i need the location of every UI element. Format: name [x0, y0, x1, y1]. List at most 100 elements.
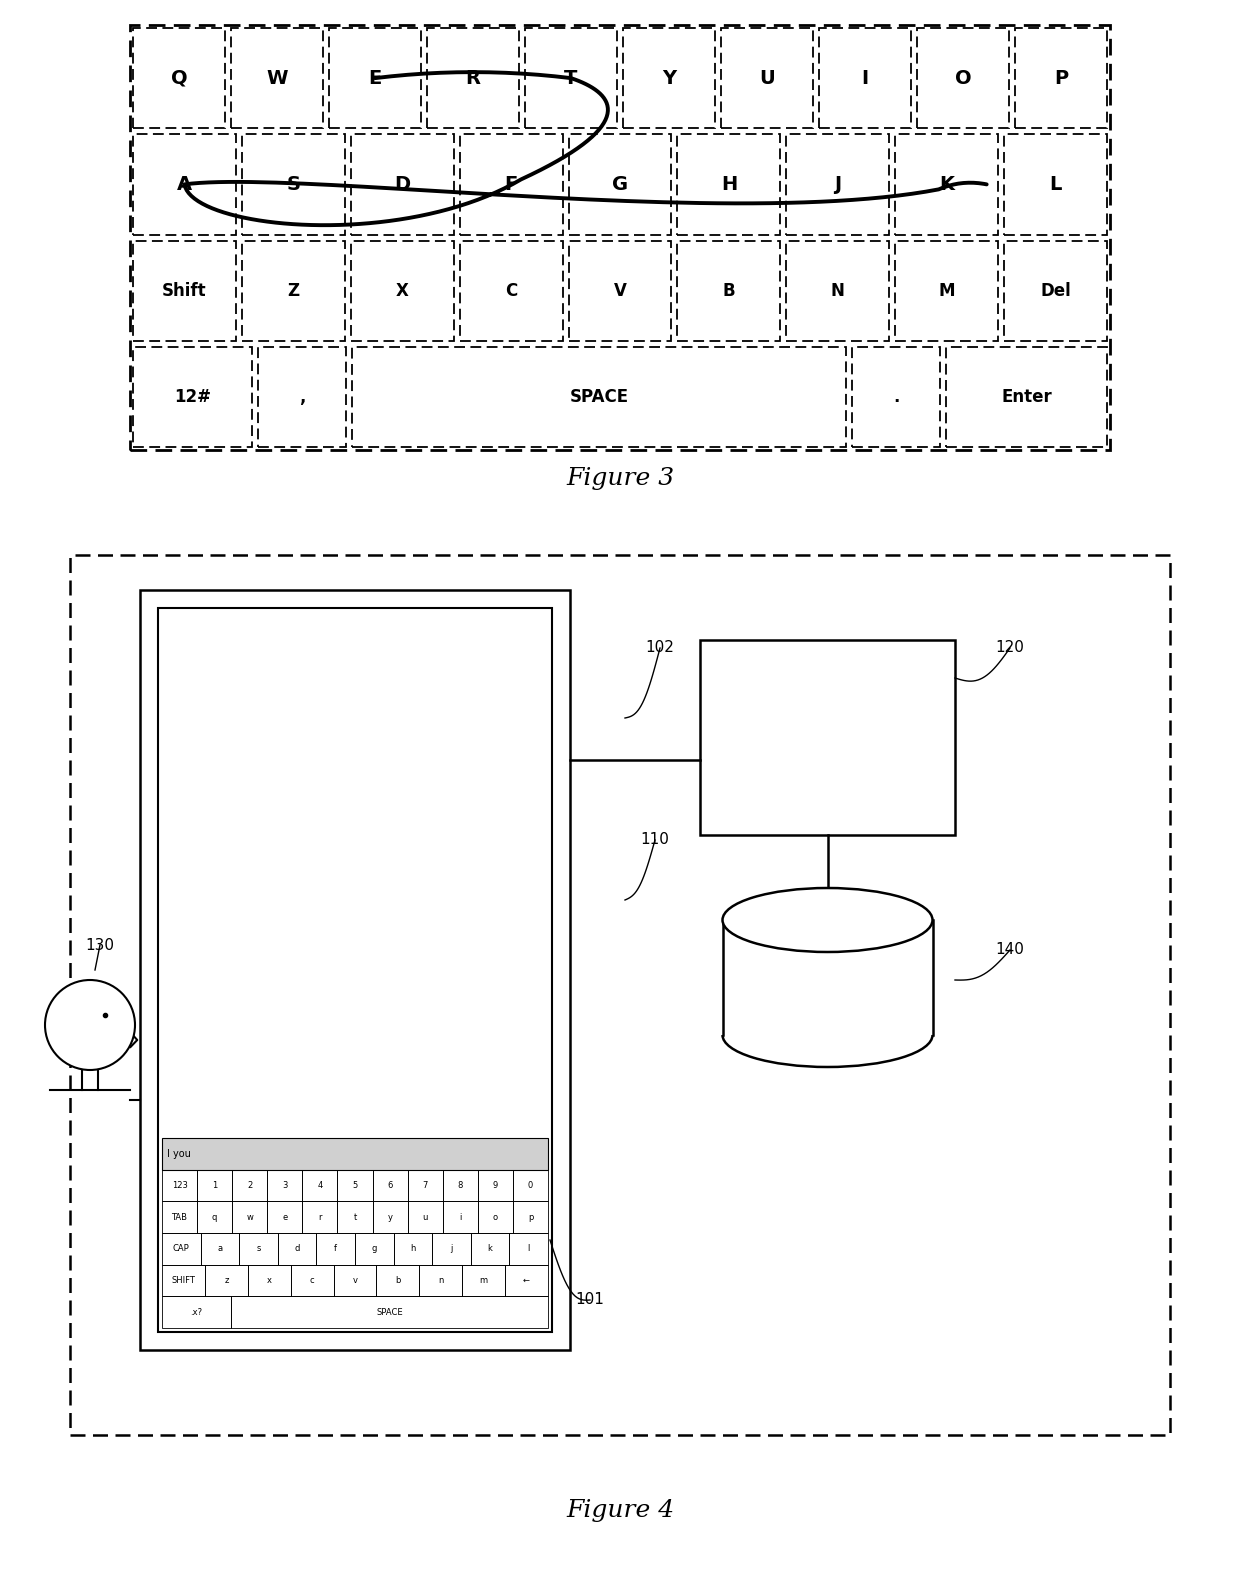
Bar	[408, 1202, 443, 1233]
Text: TAB: TAB	[171, 1213, 187, 1222]
Bar	[1004, 240, 1107, 340]
Text: z: z	[224, 1276, 228, 1285]
Text: V: V	[614, 281, 626, 300]
Text: C: C	[505, 281, 517, 300]
Text: e: e	[283, 1213, 288, 1222]
Text: 8: 8	[458, 1181, 463, 1189]
Text: h: h	[410, 1244, 415, 1254]
Bar	[918, 28, 1009, 129]
Text: M: M	[939, 281, 955, 300]
Bar	[818, 28, 911, 129]
Bar	[569, 135, 671, 234]
Bar	[337, 1202, 372, 1233]
Text: 140: 140	[996, 943, 1024, 957]
Text: 130: 130	[86, 938, 114, 952]
Text: 7: 7	[423, 1181, 428, 1189]
Bar	[786, 240, 889, 340]
Text: N: N	[831, 281, 844, 300]
Bar	[133, 347, 252, 447]
Text: 123: 123	[171, 1181, 187, 1189]
Bar	[525, 28, 618, 129]
Text: Z: Z	[288, 281, 299, 300]
Bar	[162, 1138, 548, 1169]
Text: ←: ←	[523, 1276, 529, 1285]
Bar	[231, 28, 322, 129]
Bar	[303, 1169, 337, 1202]
Bar	[133, 240, 236, 340]
Bar	[513, 1202, 548, 1233]
Bar	[677, 240, 780, 340]
Bar	[231, 1296, 548, 1327]
Text: 1: 1	[212, 1181, 217, 1189]
Bar	[232, 1202, 268, 1233]
Text: 5: 5	[352, 1181, 357, 1189]
Text: P: P	[1054, 69, 1068, 88]
Text: 0: 0	[528, 1181, 533, 1189]
Bar	[337, 1169, 372, 1202]
Bar	[268, 1169, 303, 1202]
Text: r: r	[319, 1213, 321, 1222]
Text: W: W	[267, 69, 288, 88]
Text: Del: Del	[1040, 281, 1071, 300]
Text: n: n	[438, 1276, 444, 1285]
Text: p: p	[528, 1213, 533, 1222]
Text: T: T	[564, 69, 578, 88]
Text: 101: 101	[575, 1293, 604, 1307]
Bar	[460, 240, 563, 340]
Bar	[351, 135, 454, 234]
Text: O: O	[955, 69, 971, 88]
Bar	[162, 1265, 205, 1296]
Bar	[162, 1169, 197, 1202]
Text: ,: ,	[299, 388, 305, 406]
Text: c: c	[310, 1276, 315, 1285]
Bar	[140, 590, 570, 1349]
Text: j: j	[450, 1244, 453, 1254]
Text: 120: 120	[996, 640, 1024, 656]
Text: 110: 110	[641, 833, 670, 847]
Bar	[201, 1233, 239, 1265]
Text: E: E	[368, 69, 382, 88]
Text: 102: 102	[646, 640, 675, 656]
Text: Figure 3: Figure 3	[565, 466, 675, 490]
Text: k: k	[487, 1244, 492, 1254]
Text: I you: I you	[167, 1149, 191, 1159]
Bar	[393, 1233, 433, 1265]
Text: 9: 9	[492, 1181, 498, 1189]
Bar	[248, 1265, 290, 1296]
Bar	[513, 1169, 548, 1202]
Bar	[232, 1169, 268, 1202]
Bar	[133, 28, 224, 129]
Text: D: D	[394, 174, 410, 195]
Bar	[946, 347, 1107, 447]
Bar	[197, 1169, 232, 1202]
Bar	[242, 240, 345, 340]
Text: CAP: CAP	[172, 1244, 190, 1254]
Bar	[157, 609, 552, 1332]
Text: J: J	[835, 174, 842, 195]
Bar	[895, 135, 998, 234]
Text: Shift: Shift	[162, 281, 207, 300]
Text: H: H	[720, 174, 737, 195]
Bar	[443, 1202, 477, 1233]
Text: B: B	[723, 281, 735, 300]
Text: .x?: .x?	[191, 1307, 202, 1316]
Text: Figure 4: Figure 4	[565, 1498, 675, 1522]
Bar	[786, 135, 889, 234]
Text: X: X	[396, 281, 409, 300]
Bar	[460, 135, 563, 234]
Bar	[242, 135, 345, 234]
Text: I: I	[862, 69, 868, 88]
Text: Enter: Enter	[1001, 388, 1052, 406]
Bar	[133, 135, 236, 234]
Bar	[1004, 135, 1107, 234]
Text: Q: Q	[171, 69, 187, 88]
Text: .: .	[893, 388, 899, 406]
Text: A: A	[177, 174, 192, 195]
Bar	[303, 1202, 337, 1233]
Bar	[471, 1233, 510, 1265]
Bar	[419, 1265, 463, 1296]
Bar	[505, 1265, 548, 1296]
Text: d: d	[294, 1244, 300, 1254]
Ellipse shape	[723, 888, 932, 952]
Bar	[677, 135, 780, 234]
